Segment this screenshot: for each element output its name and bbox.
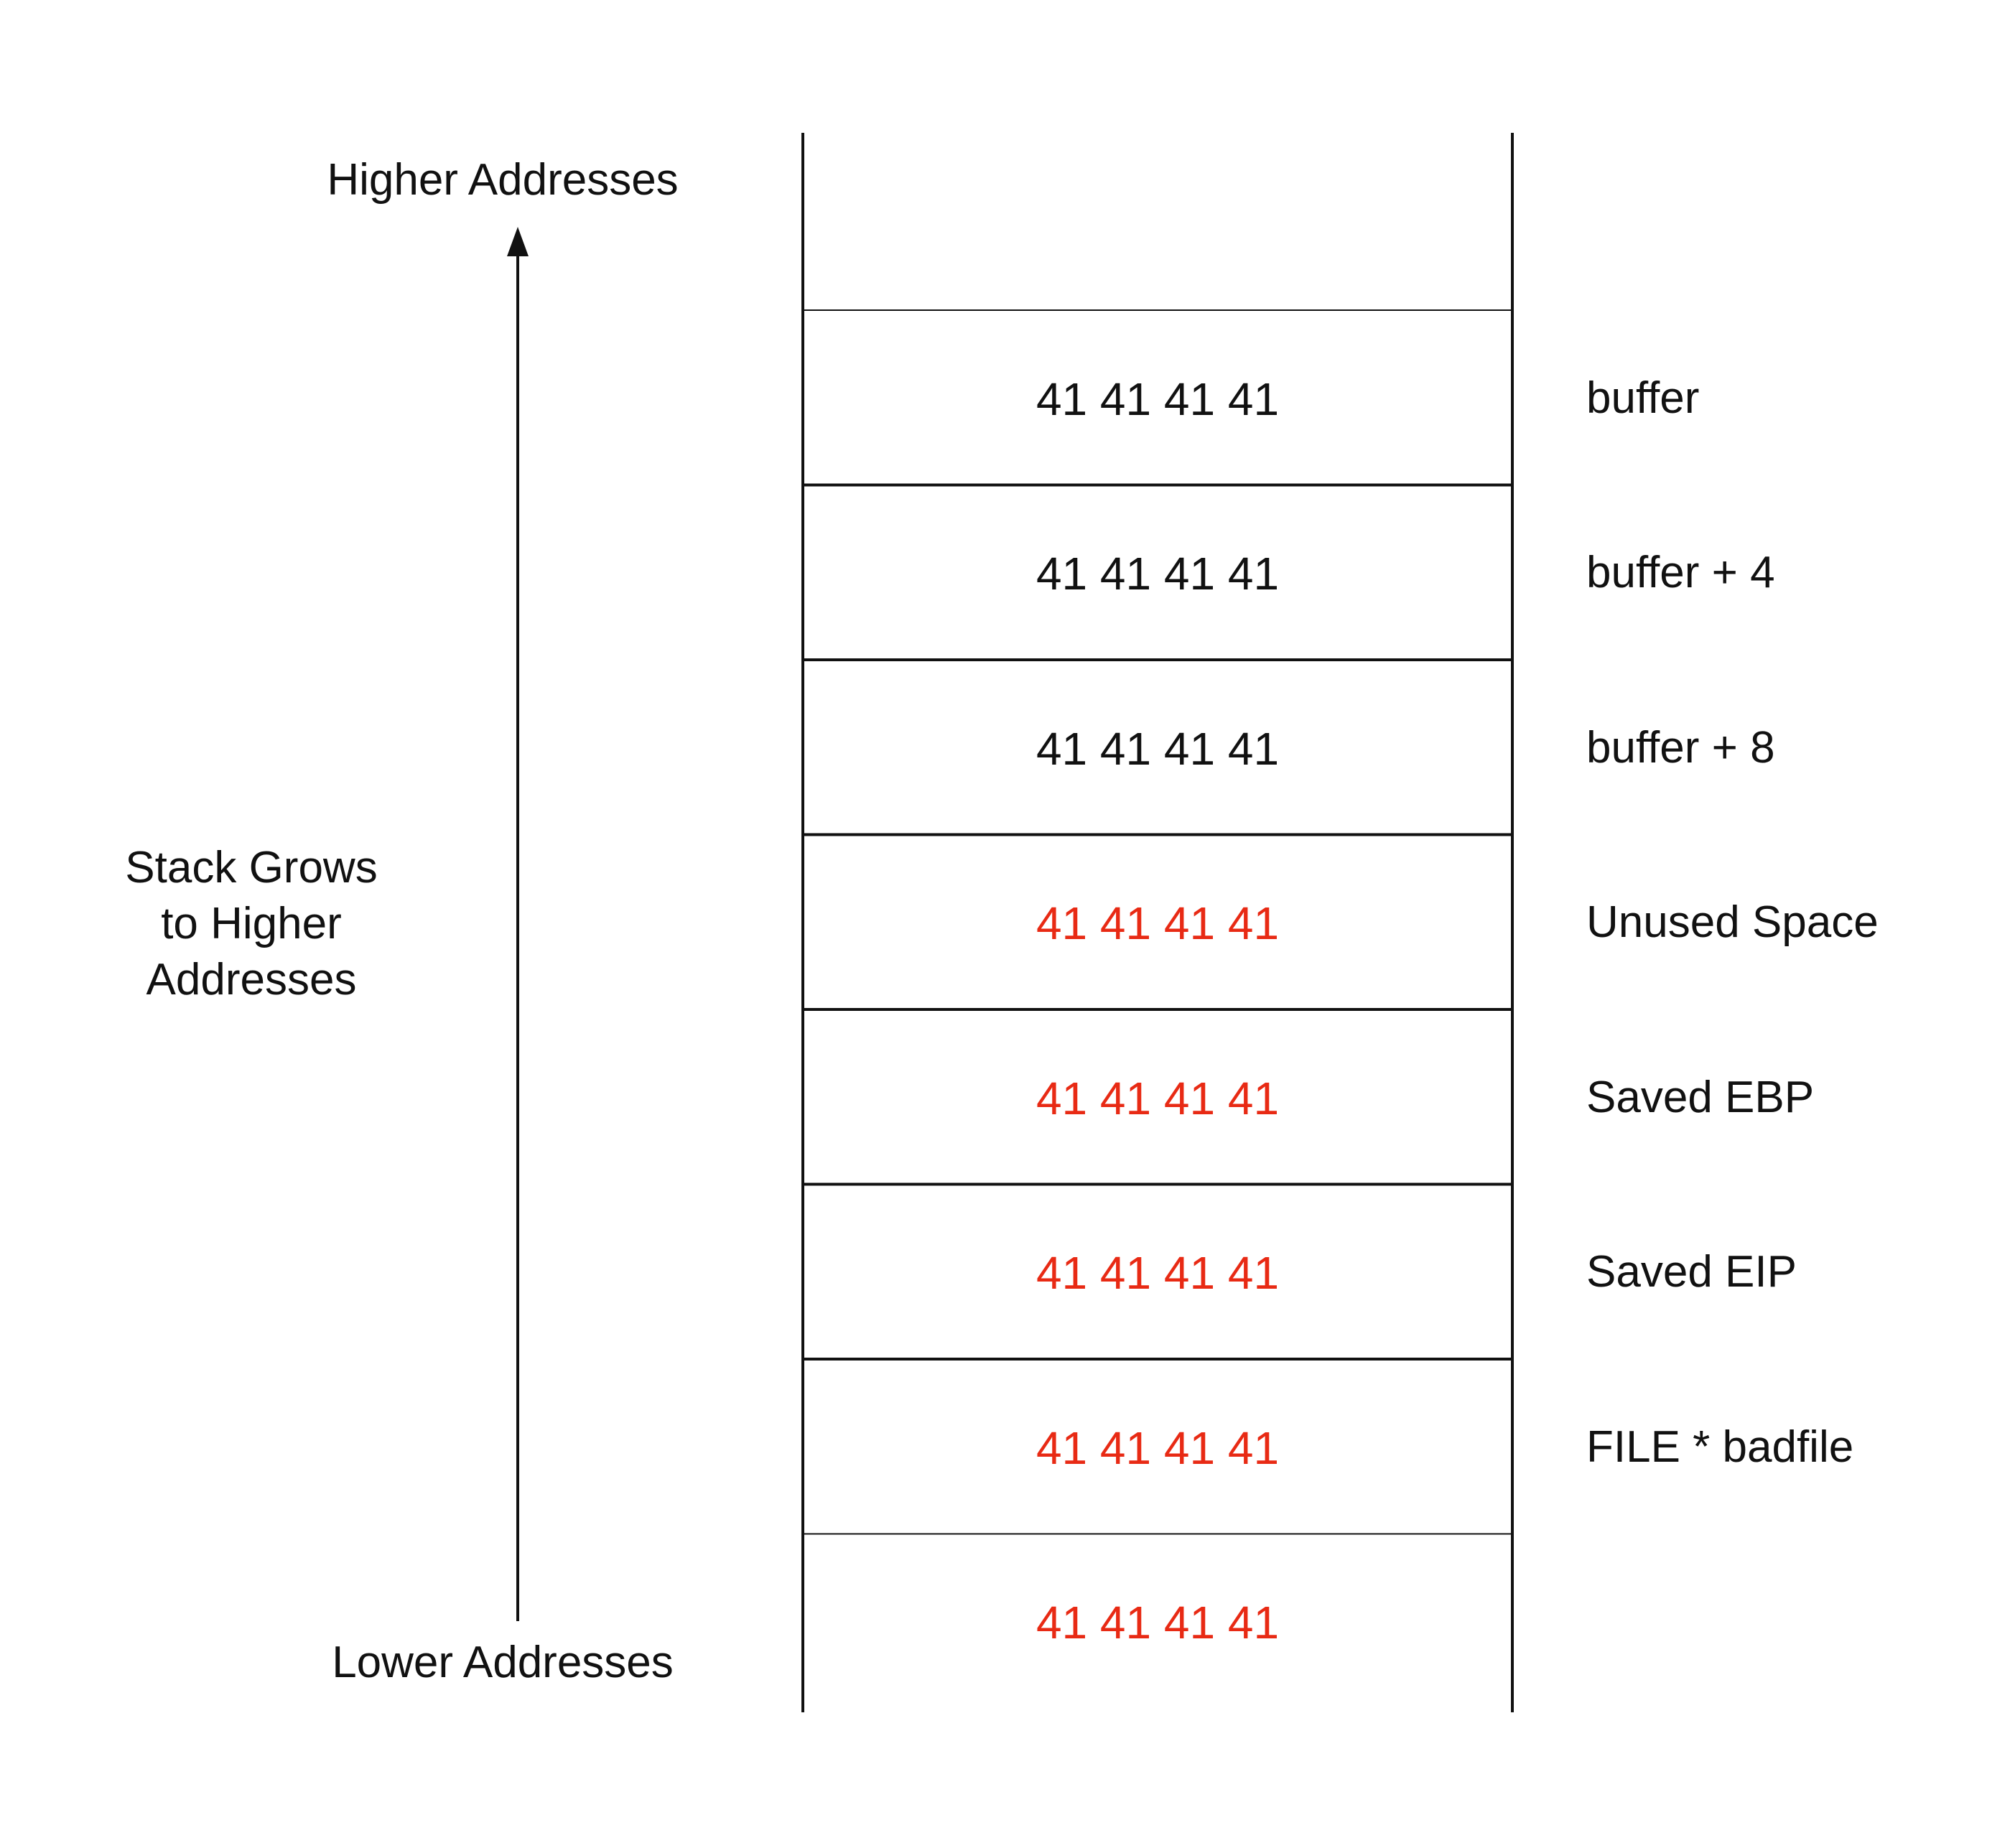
- cell-label-6: FILE * badfile: [1586, 1422, 1854, 1472]
- cell-label-0: buffer: [1586, 373, 1700, 423]
- cell-label-2: buffer + 8: [1586, 722, 1775, 773]
- cell-label-3: Unused Space: [1586, 897, 1879, 948]
- cell-value-7: 41 41 41 41: [1036, 1597, 1280, 1649]
- stack-grows-line-2: to Higher: [161, 899, 342, 948]
- cell-label-4: Saved EBP: [1586, 1072, 1815, 1122]
- stack-grows-label: Stack Grows to Higher Addresses: [0, 840, 503, 1008]
- cell-label-1: buffer + 4: [1586, 548, 1775, 598]
- cell-label-5: Saved EIP: [1586, 1247, 1797, 1297]
- cell-separators: [803, 309, 1512, 1535]
- cell-value-6: 41 41 41 41: [1036, 1422, 1280, 1474]
- stack-grows-line-3: Addresses: [146, 955, 357, 1004]
- cell-value-4: 41 41 41 41: [1036, 1072, 1280, 1124]
- higher-addresses-label: Higher Addresses: [327, 155, 679, 205]
- cell-value-5: 41 41 41 41: [1036, 1247, 1280, 1299]
- cell-value-2: 41 41 41 41: [1036, 722, 1280, 775]
- cell-value-3: 41 41 41 41: [1036, 897, 1280, 950]
- lower-addresses-label: Lower Addresses: [332, 1638, 674, 1687]
- stack-grows-line-1: Stack Grows: [125, 843, 378, 892]
- cell-value-0: 41 41 41 41: [1036, 373, 1280, 425]
- growth-arrow-head-icon: [507, 227, 529, 256]
- cell-value-1: 41 41 41 41: [1036, 548, 1280, 600]
